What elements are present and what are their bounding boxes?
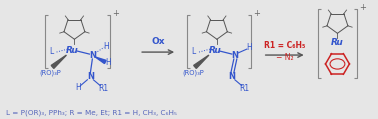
Text: Ru: Ru (209, 46, 221, 55)
Text: N: N (228, 72, 235, 81)
Text: +: + (253, 9, 260, 18)
Text: N: N (231, 51, 239, 60)
Text: Ru: Ru (331, 38, 344, 47)
Text: N: N (87, 72, 94, 81)
Text: Ru: Ru (66, 46, 79, 55)
Text: +: + (359, 3, 366, 12)
Text: (RO)₃P: (RO)₃P (40, 70, 61, 76)
Polygon shape (194, 55, 209, 68)
Text: (RO)₃P: (RO)₃P (182, 70, 204, 76)
Text: R1: R1 (240, 84, 250, 93)
Text: R1 = C₆H₅: R1 = C₆H₅ (264, 41, 305, 50)
Text: L: L (49, 47, 54, 56)
Text: H: H (246, 43, 252, 52)
Text: − N₂: − N₂ (276, 52, 293, 62)
Text: H: H (76, 83, 81, 92)
Text: N: N (89, 51, 96, 60)
Text: L = P(OR)₃, PPh₃; R = Me, Et; R1 = H, CH₃, C₆H₅: L = P(OR)₃, PPh₃; R = Me, Et; R1 = H, CH… (6, 109, 177, 116)
Text: L: L (192, 47, 196, 56)
Text: R1: R1 (98, 84, 108, 93)
Text: H: H (105, 58, 111, 67)
Text: Ox: Ox (151, 37, 165, 46)
Text: +: + (112, 9, 119, 18)
Polygon shape (51, 55, 67, 68)
Polygon shape (95, 57, 106, 64)
Text: H: H (104, 42, 109, 51)
